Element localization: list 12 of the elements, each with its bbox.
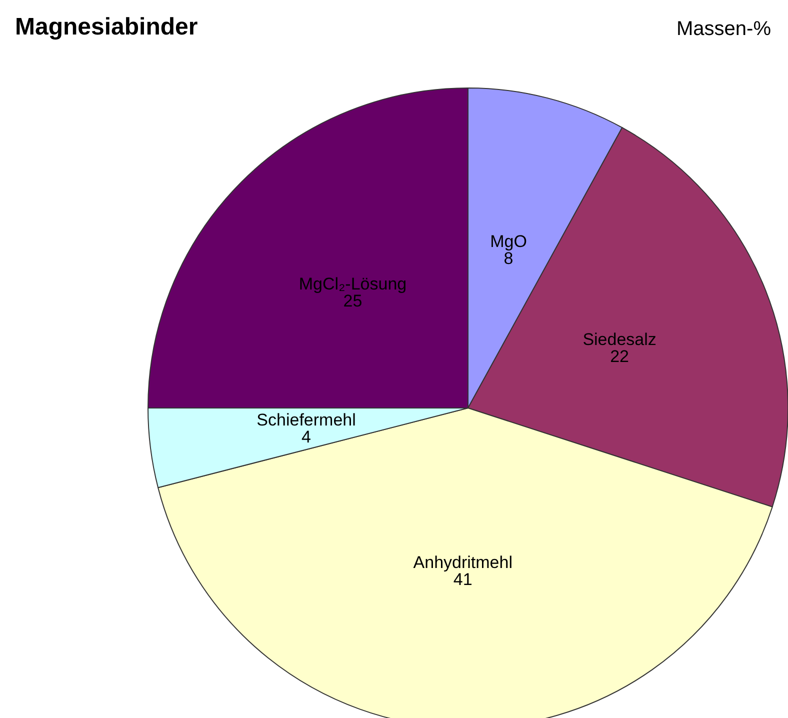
data-label: 22 bbox=[610, 346, 630, 366]
slice-label: Siedesalz bbox=[582, 330, 656, 349]
slice-label: MgO bbox=[490, 232, 527, 252]
text: Massen-% bbox=[676, 18, 772, 40]
slice-label: MgCl₂-Lösung bbox=[298, 274, 407, 294]
chart-title: Magnesiabinder bbox=[15, 14, 198, 40]
data-label: 25 bbox=[343, 292, 362, 311]
data-label: 8 bbox=[504, 249, 514, 268]
data-label: 4 bbox=[302, 427, 312, 446]
data-label: 41 bbox=[453, 570, 472, 589]
slice-label: Anhydritmehl bbox=[413, 552, 512, 572]
slice-label: Schiefermehl bbox=[256, 410, 356, 430]
